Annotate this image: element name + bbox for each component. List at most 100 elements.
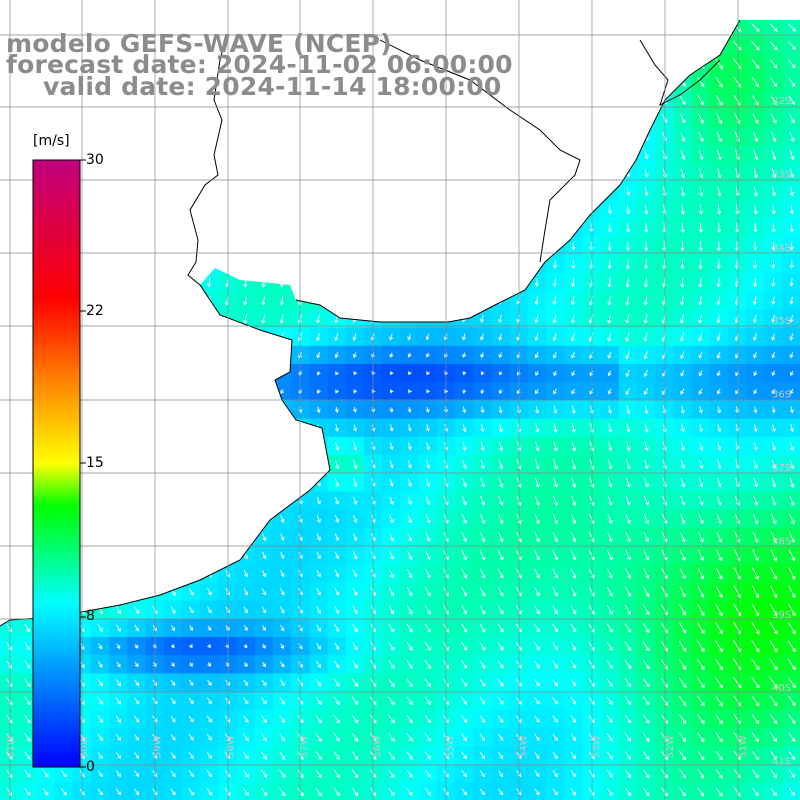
wind-arrow [115, 532, 122, 543]
speed-cell [236, 436, 256, 456]
wind-arrow [769, 603, 778, 617]
wind-arrow [25, 496, 30, 506]
speed-cell [345, 145, 365, 165]
speed-cell [127, 382, 147, 401]
wind-arrow [134, 441, 140, 452]
wind-arrow [243, 588, 249, 596]
wind-arrow [552, 495, 559, 507]
speed-cell [200, 382, 219, 401]
wind-arrow [678, 659, 687, 670]
wind-arrow [788, 567, 796, 580]
wind-arrow [425, 532, 431, 542]
wind-arrow [714, 40, 724, 51]
wind-arrow [789, 223, 794, 233]
wind-arrow [334, 587, 340, 596]
speed-cell [127, 345, 147, 365]
wind-arrow [188, 295, 193, 306]
wind-arrow [643, 114, 649, 123]
wind-arrow [461, 278, 467, 287]
wind-arrow [752, 94, 759, 106]
wind-arrow [280, 222, 285, 234]
wind-arrow [625, 60, 631, 68]
speed-cell [254, 473, 274, 492]
wind-arrow [716, 314, 721, 324]
speed-cell [601, 0, 620, 19]
speed-cell [491, 127, 511, 147]
speed-cell [382, 254, 401, 274]
wind-arrow [426, 371, 431, 376]
wind-arrow [98, 406, 103, 414]
wind-arrow [698, 531, 704, 543]
speed-cell [254, 182, 274, 201]
wind-arrow [170, 679, 176, 686]
speed-cell [637, 109, 656, 128]
wind-arrow [24, 113, 31, 124]
speed-cell [782, 564, 800, 583]
wind-arrow [461, 660, 468, 669]
wind-arrow [116, 477, 122, 488]
wind-arrow [771, 370, 776, 376]
wind-arrow [698, 149, 704, 161]
wind-arrow [461, 715, 467, 724]
wind-arrow [280, 460, 285, 469]
wind-arrow [642, 787, 650, 797]
wind-arrow [425, 113, 431, 124]
wind-arrow [571, 351, 575, 359]
wind-arrow [116, 406, 121, 414]
speed-cell [746, 20, 765, 37]
wind-arrow [298, 204, 303, 215]
wind-arrow [607, 370, 612, 377]
wind-arrow [660, 714, 668, 724]
wind-arrow [352, 149, 358, 161]
speed-cell [619, 0, 638, 19]
speed-cell [236, 218, 256, 238]
wind-arrow [643, 313, 648, 324]
speed-cell [127, 436, 147, 456]
wind-arrow [571, 96, 576, 104]
wind-arrow [389, 241, 394, 251]
wind-arrow [80, 371, 85, 376]
wind-arrow [7, 168, 12, 179]
wind-arrow [789, 296, 794, 305]
wind-arrow [424, 769, 431, 778]
speed-cell [364, 309, 383, 329]
wind-arrow [406, 113, 413, 124]
speed-cell [273, 436, 292, 456]
wind-arrow [207, 405, 212, 414]
wind-arrow [606, 605, 613, 615]
wind-arrow [316, 168, 322, 179]
wind-arrow [624, 696, 632, 706]
speed-cell [254, 200, 274, 219]
speed-cell [637, 0, 656, 19]
wind-arrow [461, 586, 468, 597]
wind-arrow [552, 477, 558, 488]
speed-cell [400, 273, 420, 292]
speed-cell [473, 273, 492, 292]
wind-arrow [571, 114, 576, 123]
speed-cell [382, 182, 401, 201]
speed-cell [127, 491, 147, 511]
wind-arrow [389, 460, 394, 469]
wind-arrow [644, 168, 649, 178]
speed-cell [418, 127, 438, 147]
wind-arrow [316, 240, 321, 252]
wind-arrow [206, 332, 212, 342]
wind-arrow [7, 514, 12, 524]
wind-arrow [697, 585, 705, 598]
wind-arrow [697, 732, 705, 743]
wind-arrow [787, 658, 796, 671]
wind-arrow [171, 187, 176, 196]
speed-cell [418, 145, 438, 165]
wind-arrow [353, 168, 358, 179]
wind-arrow [353, 478, 358, 488]
wind-arrow [552, 6, 558, 12]
speed-cell [327, 273, 347, 292]
wind-arrow [479, 623, 486, 633]
wind-arrow [680, 405, 685, 414]
speed-cell [254, 418, 274, 438]
speed-cell [527, 72, 547, 92]
wind-arrow [371, 149, 376, 161]
wind-arrow [715, 6, 722, 13]
speed-cell [692, 0, 711, 19]
wind-arrow [570, 641, 577, 651]
